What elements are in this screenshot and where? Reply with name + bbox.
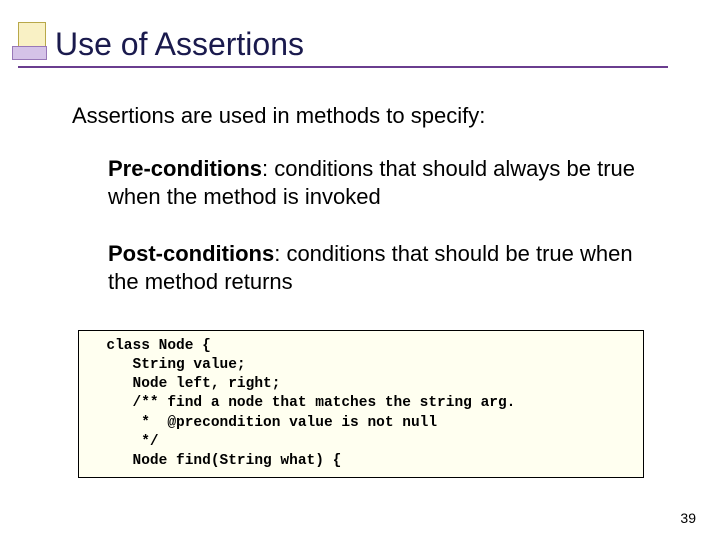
postconditions-label: Post-conditions — [108, 241, 274, 266]
intro-text: Assertions are used in methods to specif… — [72, 102, 485, 130]
preconditions-paragraph: Pre-conditions: conditions that should a… — [108, 155, 668, 210]
preconditions-label: Pre-conditions — [108, 156, 262, 181]
postconditions-paragraph: Post-conditions: conditions that should … — [108, 240, 668, 295]
page-number: 39 — [680, 510, 696, 526]
slide-title: Use of Assertions — [55, 26, 304, 63]
code-example: class Node { String value; Node left, ri… — [78, 330, 644, 478]
title-ornament-purple — [12, 46, 47, 60]
title-underline — [18, 66, 668, 68]
